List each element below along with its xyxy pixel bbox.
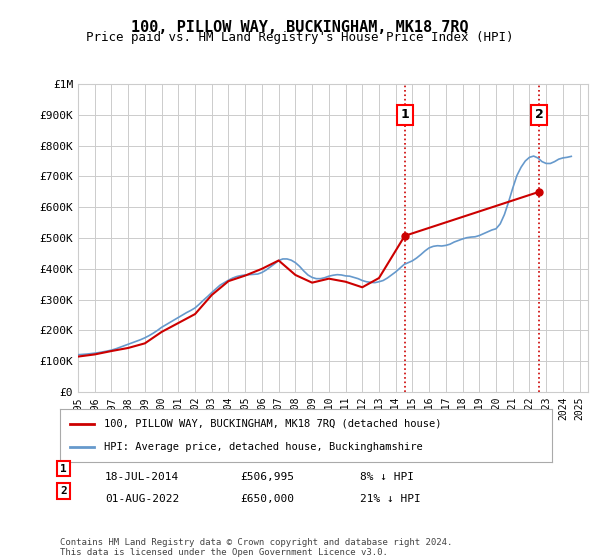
Text: £506,995: £506,995 [240,472,294,482]
Text: 1: 1 [400,108,409,122]
Text: Price paid vs. HM Land Registry's House Price Index (HPI): Price paid vs. HM Land Registry's House … [86,31,514,44]
Text: 18-JUL-2014: 18-JUL-2014 [105,472,179,482]
Text: 1: 1 [60,464,67,474]
Text: £650,000: £650,000 [240,494,294,504]
Text: 21% ↓ HPI: 21% ↓ HPI [360,494,421,504]
Text: 2: 2 [60,486,67,496]
Text: 2: 2 [535,108,544,122]
Text: HPI: Average price, detached house, Buckinghamshire: HPI: Average price, detached house, Buck… [104,442,423,452]
Text: 100, PILLOW WAY, BUCKINGHAM, MK18 7RQ: 100, PILLOW WAY, BUCKINGHAM, MK18 7RQ [131,20,469,35]
Text: 8% ↓ HPI: 8% ↓ HPI [360,472,414,482]
Text: 01-AUG-2022: 01-AUG-2022 [105,494,179,504]
Text: Contains HM Land Registry data © Crown copyright and database right 2024.
This d: Contains HM Land Registry data © Crown c… [60,538,452,557]
Text: 100, PILLOW WAY, BUCKINGHAM, MK18 7RQ (detached house): 100, PILLOW WAY, BUCKINGHAM, MK18 7RQ (d… [104,419,442,429]
